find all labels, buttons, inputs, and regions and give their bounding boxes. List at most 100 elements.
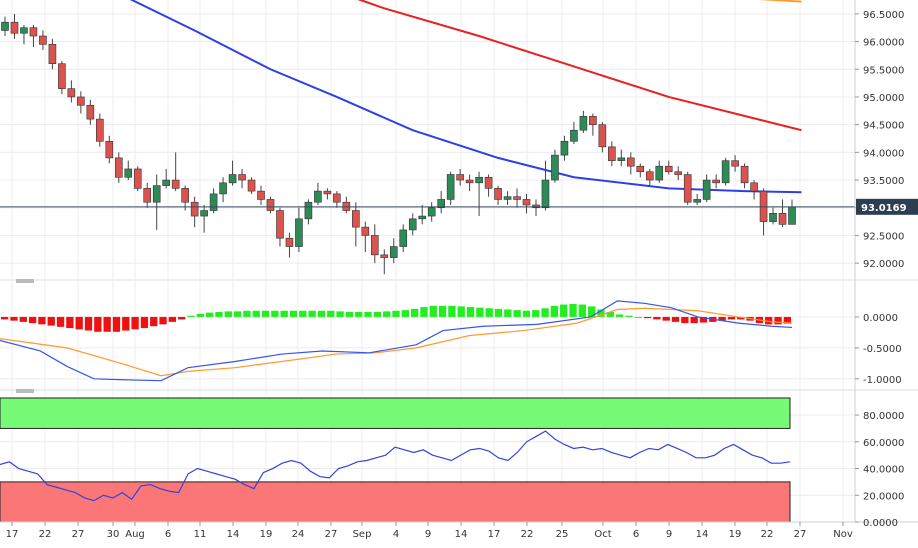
macd-histogram-bar <box>66 316 74 329</box>
macd-histogram-bar <box>718 316 726 321</box>
y-tick-label: 80.0000 <box>863 411 904 422</box>
candle-body <box>465 179 474 184</box>
macd-histogram-bar <box>327 310 335 317</box>
macd-histogram-bar <box>103 316 111 332</box>
price-panel <box>0 0 855 275</box>
macd-histogram-bar <box>345 311 354 317</box>
candle-body <box>247 179 256 192</box>
x-tick-label: 9 <box>425 529 431 540</box>
candle-body <box>617 157 626 161</box>
candle-body <box>10 21 19 34</box>
y-tick-label: 60.0000 <box>863 438 904 449</box>
candle-body <box>228 174 237 184</box>
candle-body <box>124 168 133 178</box>
candle-body <box>399 229 408 247</box>
macd-histogram-bar <box>84 316 93 331</box>
x-tick-label: 4 <box>393 529 399 540</box>
macd-histogram-bar <box>56 316 65 327</box>
candle-body <box>314 190 322 203</box>
macd-histogram-bar <box>410 308 419 317</box>
x-tick-label: 27 <box>794 529 807 540</box>
x-tick-label: 17 <box>6 529 19 540</box>
candle-body <box>162 179 170 186</box>
candle-body <box>209 193 218 211</box>
macd-histogram-bar <box>261 310 270 317</box>
x-tick-label: Oct <box>594 529 611 540</box>
candle-body <box>721 160 730 184</box>
candle-body <box>96 118 104 142</box>
candle-body <box>655 165 664 181</box>
candle-body <box>105 140 114 159</box>
candle-body <box>389 246 398 258</box>
macd-histogram-bar <box>569 303 577 317</box>
candle-body <box>361 226 370 236</box>
candle-body <box>560 140 569 156</box>
x-tick-label: 19 <box>729 529 742 540</box>
macd-histogram-bar <box>625 315 633 317</box>
candle-body <box>702 179 711 200</box>
macd-histogram-bar <box>187 315 195 317</box>
macd-histogram-bar <box>215 311 223 317</box>
macd-histogram-bar <box>10 316 18 321</box>
macd-signal-line <box>0 307 793 377</box>
candle-body <box>86 104 95 120</box>
candle-body <box>750 182 758 192</box>
candle-body <box>276 210 284 239</box>
candle-body <box>664 165 673 173</box>
candle-body <box>712 179 720 184</box>
candle-body <box>285 237 294 247</box>
macd-histogram-bar <box>205 312 214 317</box>
macd-histogram-bar <box>448 305 456 317</box>
macd-histogram-bar <box>588 306 596 317</box>
candle-body <box>570 129 578 142</box>
panel-handle <box>16 279 34 283</box>
macd-histogram-bar <box>19 316 27 322</box>
x-tick-label: 6 <box>633 529 639 540</box>
macd-histogram-bar <box>280 310 288 317</box>
macd-histogram-bar <box>634 316 642 318</box>
macd-histogram-bar <box>1 316 9 320</box>
moving-average-line <box>357 0 802 132</box>
candle-body <box>513 196 521 200</box>
macd-histogram-bar <box>690 316 698 324</box>
candle-body <box>58 63 66 89</box>
macd-histogram-bar <box>168 316 177 322</box>
macd-histogram-bar <box>643 316 652 319</box>
y-tick-label: -1.0000 <box>863 375 902 386</box>
y-tick-label: 94.5000 <box>863 121 904 132</box>
macd-histogram-bar <box>271 310 279 317</box>
macd-histogram-bar <box>532 310 540 317</box>
macd-histogram-bar <box>504 309 512 317</box>
macd-line <box>0 300 793 382</box>
y-tick-label: 0.0000 <box>863 518 898 529</box>
y-tick-label: 20.0000 <box>863 491 904 502</box>
x-tick-label: Nov <box>833 529 853 540</box>
macd-histogram-bar <box>308 310 316 317</box>
candle-body <box>503 196 512 200</box>
candle-body <box>152 185 161 203</box>
macd-histogram-bar <box>150 316 158 327</box>
rsi-overbought-zone <box>0 397 791 429</box>
macd-histogram-bar <box>373 311 382 317</box>
candle-body <box>295 218 303 247</box>
candle-body <box>257 190 265 200</box>
macd-histogram-bar <box>131 316 139 330</box>
candle-body <box>133 168 142 189</box>
macd-histogram-bar <box>597 309 605 317</box>
macd-histogram-bar <box>550 305 559 317</box>
macd-histogram-bar <box>653 316 661 320</box>
x-tick-label: 22 <box>521 529 534 540</box>
macd-histogram-bar <box>727 316 736 320</box>
y-tick-label: 92.0000 <box>863 259 904 270</box>
macd-histogram-bar <box>737 316 745 320</box>
macd-histogram-bar <box>662 316 670 321</box>
macd-histogram-bar <box>429 305 437 317</box>
macd-histogram-bar <box>336 311 344 317</box>
macd-histogram-bar <box>765 316 773 325</box>
candle-body <box>323 190 332 195</box>
macd-histogram-bar <box>159 316 167 325</box>
candle-body <box>114 157 123 178</box>
macd-histogram-bar <box>364 311 372 317</box>
moving-average-line <box>759 0 802 3</box>
